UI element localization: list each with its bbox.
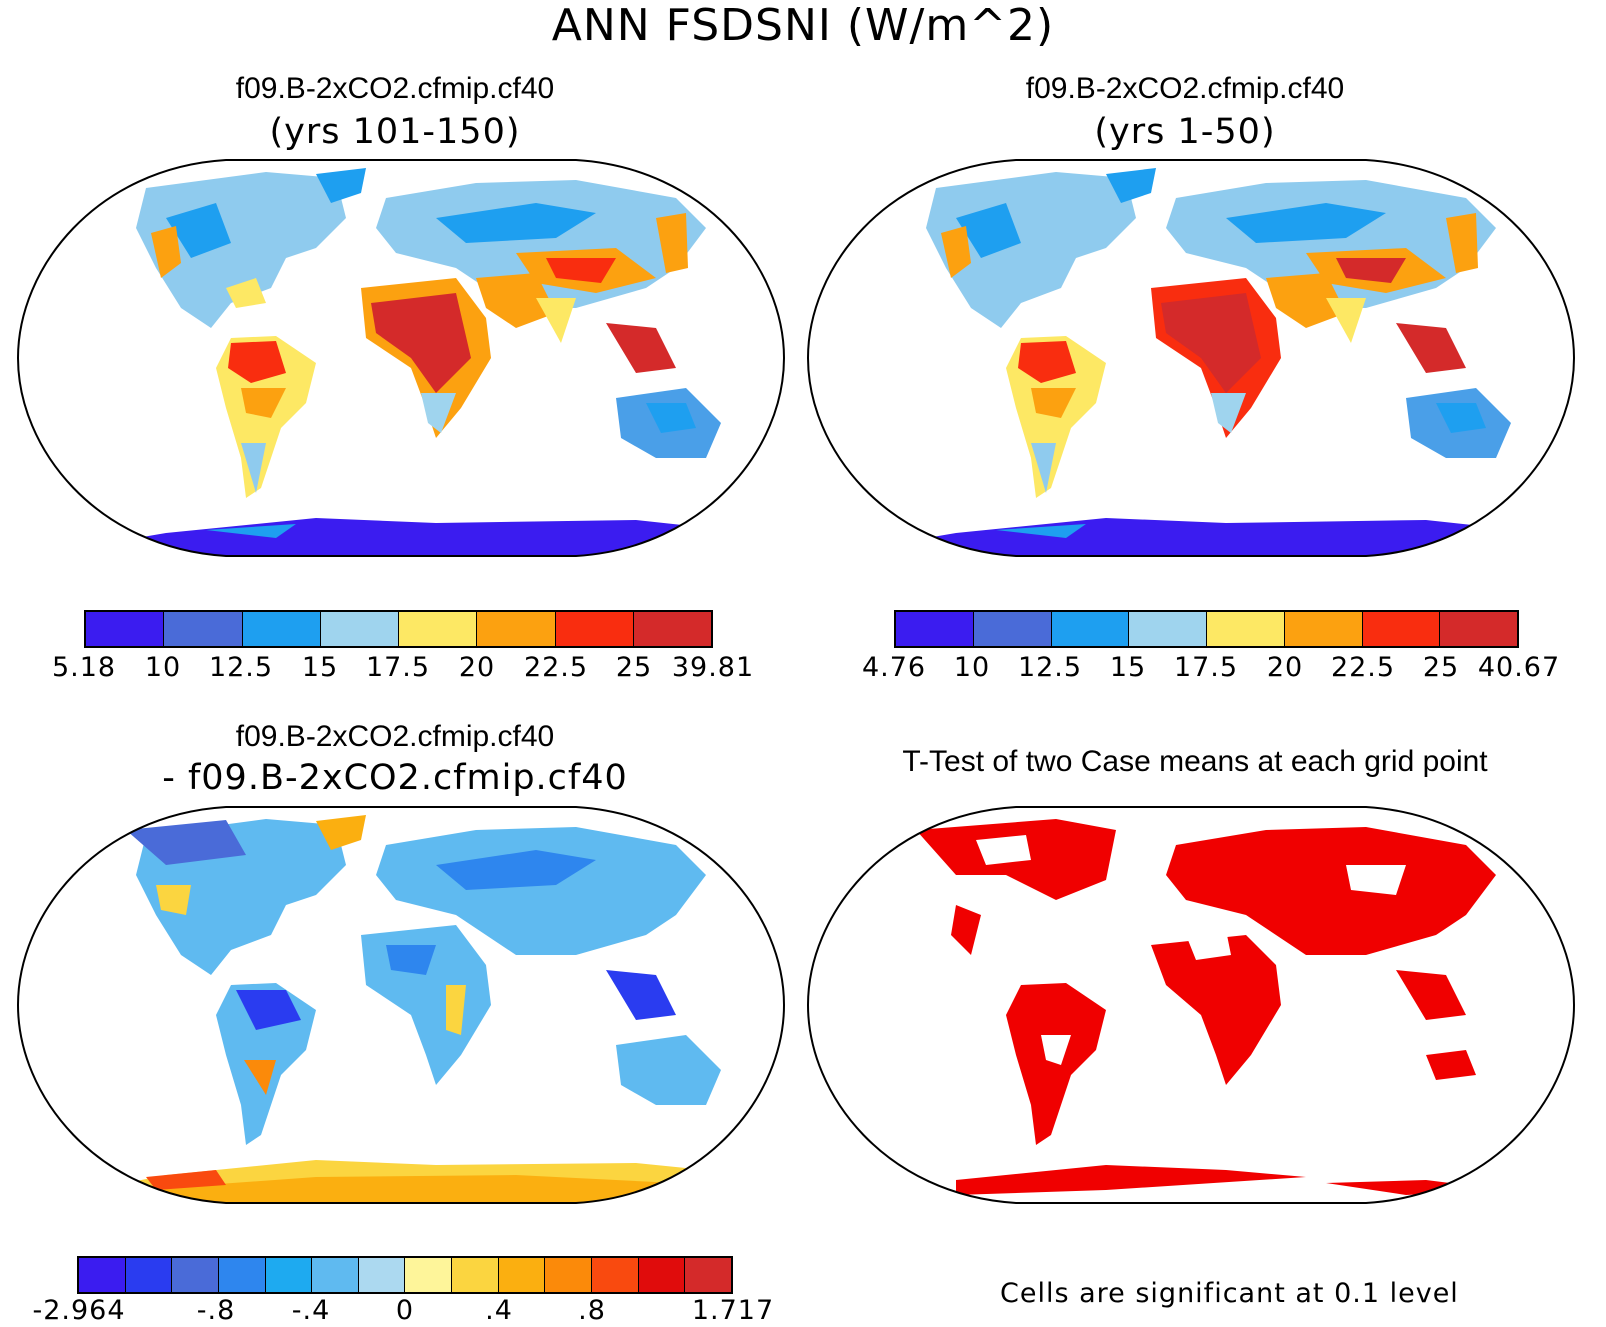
continent-north-america — [136, 172, 346, 328]
colorbar-swatch — [1129, 612, 1207, 646]
colorbar-swatch — [312, 1258, 359, 1292]
colorbar-swatch — [1051, 612, 1130, 646]
colorbar-label: 4.76 — [861, 652, 927, 683]
colorbar-swatch — [265, 1258, 313, 1292]
colorbar-swatch — [242, 612, 321, 646]
colorbar-swatch — [498, 1258, 546, 1292]
figure-title: ANN FSDSNI (W/m^2) — [551, 0, 1055, 51]
colorbar-swatch — [633, 612, 711, 646]
panel-title-bottom-left: f09.B-2xCO2.cfmip.cf40 — [235, 720, 555, 753]
colorbar-label: 20 — [1266, 652, 1304, 683]
panel-subtitle-bottom-left: - f09.B-2xCO2.cfmip.cf40 — [162, 758, 628, 798]
colorbar-swatch — [452, 1258, 499, 1292]
colorbar-swatch — [125, 1258, 173, 1292]
colorbar-label: 25 — [615, 652, 653, 683]
colorbar-swatch — [973, 612, 1052, 646]
panel-title-bottom-right: T-Test of two Case means at each grid po… — [902, 745, 1488, 778]
colorbar-label: 39.81 — [671, 652, 755, 683]
map-top-right — [806, 159, 1576, 557]
colorbar-swatch — [477, 612, 556, 646]
colorbar-label: 20 — [458, 652, 496, 683]
colorbar-swatch — [545, 1258, 593, 1292]
colorbar-swatch — [896, 612, 974, 646]
colorbar-swatch — [86, 612, 165, 646]
colorbar-swatch — [592, 1258, 639, 1292]
colorbar-swatch — [685, 1258, 731, 1292]
colorbar-label: 15 — [301, 652, 339, 683]
colorbar-swatch — [555, 612, 634, 646]
colorbar-label: .8 — [578, 1295, 606, 1326]
colorbar-swatch — [1207, 612, 1285, 646]
panel-title-top-left: f09.B-2xCO2.cfmip.cf40 — [235, 72, 555, 105]
colorbar-label: 22.5 — [1330, 652, 1396, 683]
colorbar-top-left — [84, 610, 713, 648]
colorbar-label: 10 — [144, 652, 182, 683]
colorbar-label: 22.5 — [523, 652, 589, 683]
colorbar-swatch — [164, 612, 243, 646]
colorbar-swatch — [1284, 612, 1363, 646]
colorbar-label: -.8 — [196, 1295, 236, 1326]
panel-subtitle-top-left: (yrs 101-150) — [269, 112, 521, 152]
significance-note: Cells are significant at 0.1 level — [1000, 1278, 1459, 1309]
colorbar-swatch — [358, 1258, 406, 1292]
colorbar-label: 10 — [953, 652, 991, 683]
colorbar-label: 1.717 — [691, 1295, 775, 1326]
colorbar-swatch — [320, 612, 399, 646]
colorbar-label: 17.5 — [1173, 652, 1239, 683]
landmass-greenland — [316, 168, 366, 203]
map-bottom-right — [806, 806, 1576, 1204]
colorbar-swatch — [172, 1258, 219, 1292]
colorbar-swatch — [405, 1258, 453, 1292]
colorbar-swatch — [1440, 612, 1517, 646]
colorbar-label: 25 — [1422, 652, 1460, 683]
colorbar-label: -2.964 — [32, 1295, 126, 1326]
continent-antarctica — [18, 518, 784, 556]
colorbar-label: -.4 — [291, 1295, 331, 1326]
colorbar-label: 15 — [1109, 652, 1147, 683]
colorbar-label: .4 — [485, 1295, 513, 1326]
map-bottom-left — [16, 806, 786, 1204]
map-top-left — [16, 159, 786, 557]
colorbar-label: 12.5 — [208, 652, 274, 683]
colorbar-label: 17.5 — [365, 652, 431, 683]
panel-title-top-right: f09.B-2xCO2.cfmip.cf40 — [1025, 72, 1345, 105]
colorbar-swatch — [638, 1258, 686, 1292]
colorbar-top-right — [894, 610, 1519, 648]
colorbar-label: 0 — [395, 1295, 415, 1326]
colorbar-label: 12.5 — [1017, 652, 1083, 683]
colorbar-bottom-left — [77, 1256, 733, 1294]
colorbar-label: 5.18 — [51, 652, 117, 683]
colorbar-swatch — [1362, 612, 1441, 646]
colorbar-swatch — [79, 1258, 126, 1292]
colorbar-swatch — [399, 612, 478, 646]
panel-subtitle-top-right: (yrs 1-50) — [1094, 112, 1276, 152]
colorbar-swatch — [218, 1258, 266, 1292]
colorbar-label: 40.67 — [1477, 652, 1561, 683]
